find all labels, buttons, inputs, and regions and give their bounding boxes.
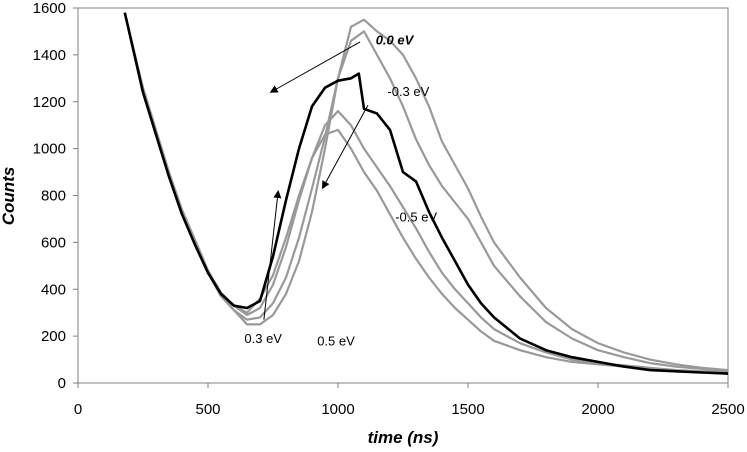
annotation-label-0-0-ev: 0.0 eV xyxy=(376,32,415,47)
plot-area xyxy=(77,7,729,384)
y-tick-label: 1000 xyxy=(33,141,66,158)
series-line-0-0-ev xyxy=(123,12,728,375)
y-tick-label: 1200 xyxy=(33,94,66,111)
x-tick-label: 2500 xyxy=(711,401,744,418)
annotation-label-0-5-ev: -0.5 eV xyxy=(395,209,437,224)
series-layer xyxy=(123,12,728,375)
axis-layer: 0 500 1000 1500 2000 2500 0 200 400 600 800 1000 120… xyxy=(33,0,745,418)
y-tick-label: 200 xyxy=(41,328,66,345)
x-tick-label: 2000 xyxy=(581,401,614,418)
y-tick-label: 600 xyxy=(41,234,66,251)
annotation-arrow-0-3-ev xyxy=(263,190,282,320)
y-tick-label: 800 xyxy=(41,188,66,205)
x-tick-label: 500 xyxy=(195,401,220,418)
x-axis-title: time (ns) xyxy=(368,428,439,447)
y-axis-title: Counts xyxy=(0,167,18,226)
y-tick-label: 400 xyxy=(41,281,66,298)
annotation-arrow-0-0-ev xyxy=(269,41,361,93)
x-tick-label: 1500 xyxy=(451,401,484,418)
annotation-label-0-5-ev: 0.5 eV xyxy=(317,334,355,349)
annotation-arrow-0-3-ev xyxy=(321,105,369,190)
y-tick-label: 0 xyxy=(58,375,66,392)
x-tick-label: 1000 xyxy=(321,401,354,418)
annotation-label-0-3-ev: 0.3 eV xyxy=(244,331,282,346)
x-tick-label: 0 xyxy=(74,401,82,418)
y-tick-label: 1600 xyxy=(33,0,66,17)
annotation-label-0-3-ev: -0.3 eV xyxy=(387,84,429,99)
y-tick-label: 1400 xyxy=(33,47,66,64)
annotation-layer: 0.0 eV -0.3 eV -0.5 eV 0.3 eV 0.5 eV xyxy=(244,32,437,348)
